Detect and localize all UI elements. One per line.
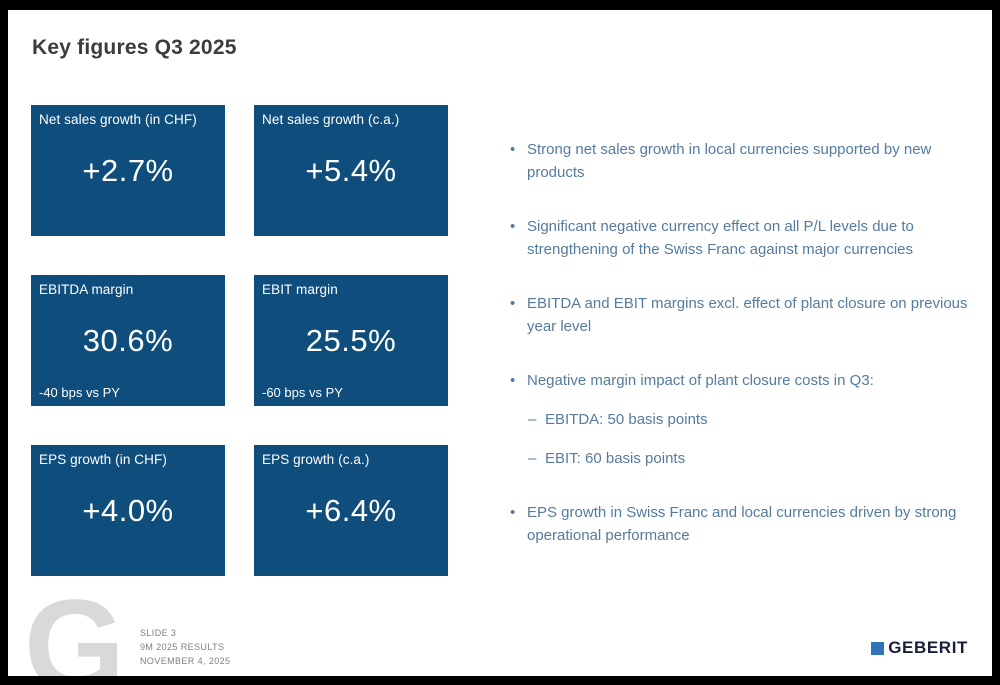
kpi-sub-label: -60 bps vs PY bbox=[262, 385, 343, 400]
kpi-label: EBITDA margin bbox=[39, 282, 134, 297]
footer-date: NOVEMBER 4, 2025 bbox=[140, 656, 231, 666]
kpi-box-eps-chf: EPS growth (in CHF) +4.0% bbox=[31, 445, 225, 576]
kpi-label: EPS growth (in CHF) bbox=[39, 452, 167, 467]
kpi-label: Net sales growth (in CHF) bbox=[39, 112, 197, 127]
bullet-text: EBITDA and EBIT margins excl. effect of … bbox=[527, 295, 968, 335]
kpi-box-ebit-margin: EBIT margin 25.5% -60 bps vs PY bbox=[254, 275, 448, 406]
footer-slide-number: SLIDE 3 bbox=[140, 628, 177, 638]
sub-bullet-text: EBIT: 60 basis points bbox=[545, 450, 686, 467]
kpi-value: +4.0% bbox=[82, 492, 174, 528]
bullet-text: EPS growth in Swiss Franc and local curr… bbox=[527, 504, 957, 544]
bullet-item: • Significant negative currency effect o… bbox=[510, 215, 970, 261]
watermark-g: G bbox=[24, 572, 126, 676]
kpi-sub-label: -40 bps vs PY bbox=[39, 385, 120, 400]
bullet-marker: • bbox=[510, 372, 516, 389]
sub-bullet-marker: – bbox=[528, 450, 537, 467]
kpi-value: 30.6% bbox=[82, 322, 174, 358]
bullet-marker: • bbox=[510, 141, 516, 158]
sub-bullet-item: – EBITDA: 50 basis points bbox=[528, 408, 970, 431]
kpi-value: 25.5% bbox=[305, 322, 397, 358]
logo-square-icon bbox=[871, 641, 885, 655]
kpi-box-eps-ca: EPS growth (c.a.) +6.4% bbox=[254, 445, 448, 576]
kpi-box-net-sales-ca: Net sales growth (c.a.) +5.4% bbox=[254, 105, 448, 236]
kpi-value: +5.4% bbox=[305, 152, 397, 188]
bullet-item: • EBITDA and EBIT margins excl. effect o… bbox=[510, 292, 970, 338]
footer-text-block: SLIDE 3 9M 2025 RESULTS NOVEMBER 4, 2025 bbox=[140, 626, 230, 668]
kpi-box-net-sales-chf: Net sales growth (in CHF) +2.7% bbox=[31, 105, 225, 236]
slide-title: Key figures Q3 2025 bbox=[32, 36, 237, 59]
kpi-value: +2.7% bbox=[82, 152, 174, 188]
bullet-item: • Negative margin impact of plant closur… bbox=[510, 369, 970, 392]
slide: G Key figures Q3 2025 Net sales growth (… bbox=[8, 10, 992, 676]
sub-bullet-text: EBITDA: 50 basis points bbox=[545, 411, 708, 428]
bullet-marker: • bbox=[510, 295, 516, 312]
geberit-logo: GEBERIT bbox=[871, 638, 968, 658]
bullet-text: Negative margin impact of plant closure … bbox=[527, 372, 874, 389]
bullet-item: • Strong net sales growth in local curre… bbox=[510, 138, 970, 184]
bullet-text: Strong net sales growth in local currenc… bbox=[527, 141, 932, 181]
logo-text: GEBERIT bbox=[888, 638, 968, 657]
bullet-marker: • bbox=[510, 218, 516, 235]
kpi-grid: Net sales growth (in CHF) +2.7% Net sale… bbox=[31, 105, 448, 576]
bullet-item: • EPS growth in Swiss Franc and local cu… bbox=[510, 501, 970, 547]
kpi-label: EPS growth (c.a.) bbox=[262, 452, 370, 467]
bullet-marker: • bbox=[510, 504, 516, 521]
bullet-text: Significant negative currency effect on … bbox=[527, 218, 914, 258]
kpi-label: Net sales growth (c.a.) bbox=[262, 112, 400, 127]
sub-bullet-item: – EBIT: 60 basis points bbox=[528, 447, 970, 470]
bullet-list: • Strong net sales growth in local curre… bbox=[510, 138, 970, 547]
kpi-label: EBIT margin bbox=[262, 282, 338, 297]
sub-bullet-marker: – bbox=[528, 411, 537, 428]
kpi-value: +6.4% bbox=[305, 492, 397, 528]
kpi-box-ebitda-margin: EBITDA margin 30.6% -40 bps vs PY bbox=[31, 275, 225, 406]
footer-subtitle: 9M 2025 RESULTS bbox=[140, 642, 225, 652]
